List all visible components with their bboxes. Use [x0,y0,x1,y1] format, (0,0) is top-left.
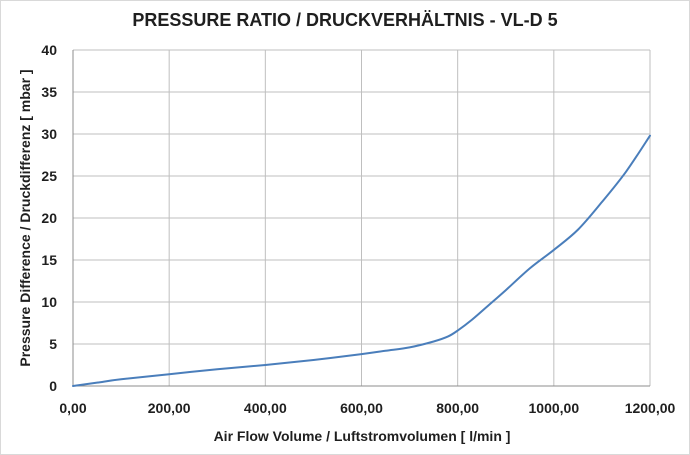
x-tick-label: 1000,00 [529,400,580,416]
y-tick-label: 5 [49,336,57,352]
y-axis-label: Pressure Difference / Druckdifferenz [ m… [17,69,33,366]
x-tick-label: 600,00 [340,400,383,416]
y-tick-label: 25 [41,168,57,184]
y-tick-label: 10 [41,294,57,310]
x-axis-label: Air Flow Volume / Luftstromvolumen [ l/m… [214,428,511,444]
series-layer [72,134,651,387]
y-tick-label: 20 [41,210,57,226]
x-tick-label: 400,00 [244,400,287,416]
y-tick-label: 35 [41,84,57,100]
x-tick-labels: 0,00 200,00 400,00 600,00 800,00 1000,00 1200,… [59,400,675,416]
x-tick-label: 1200,00 [625,400,676,416]
x-tick-label: 200,00 [148,400,191,416]
x-tick-label: 800,00 [436,400,479,416]
y-tick-label: 15 [41,252,57,268]
chart-title: PRESSURE RATIO / DRUCKVERHÄLTNIS - VL-D … [132,10,557,30]
axes [72,50,650,387]
x-tick-label: 0,00 [59,400,86,416]
series-line [72,134,651,387]
y-tick-label: 40 [41,42,57,58]
y-tick-labels: 0 5 10 15 20 25 30 35 40 [41,42,57,394]
grid [73,49,651,386]
y-tick-label: 0 [49,378,57,394]
y-tick-label: 30 [41,126,57,142]
